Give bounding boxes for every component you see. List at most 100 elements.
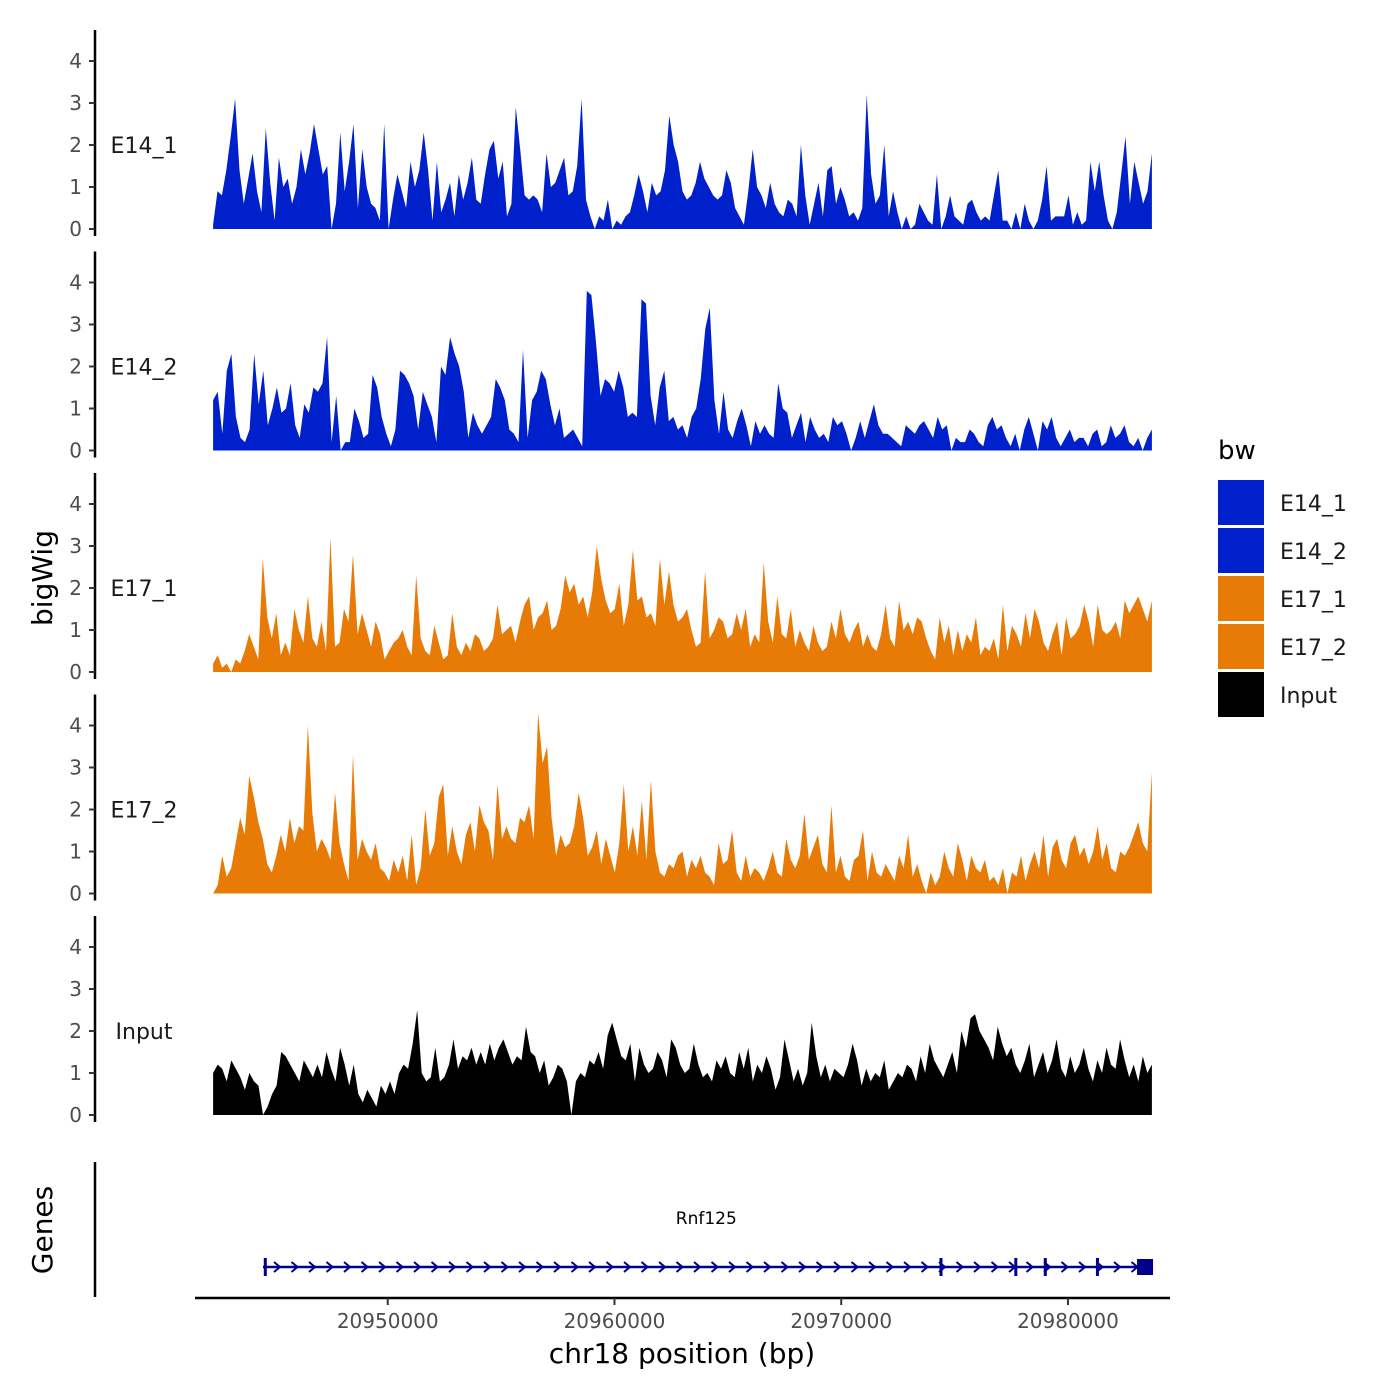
strand-arrow	[903, 1261, 912, 1273]
y-tick-label: 2	[69, 1019, 82, 1043]
legend-swatch	[1218, 624, 1264, 669]
strand-arrow	[1078, 1261, 1087, 1273]
legend: bw E14_1 E14_2 E17_1 E17_2 Input	[1218, 436, 1347, 717]
y-tick-label: 4	[69, 935, 82, 959]
genes-panel: Genes Rnf125	[26, 1162, 1154, 1297]
strand-arrow	[483, 1261, 492, 1273]
legend-swatch	[1218, 528, 1264, 573]
signal-area-e17_2	[213, 712, 1152, 894]
y-tick-label: 4	[69, 271, 82, 295]
y-tick-label: 3	[69, 756, 82, 780]
tracks: 0 1 2 3 4 E14_1 0 1 2 3 4 E14_2 0 1 2 3 4 E17_1 0 1 2 3 4 E17_2…	[69, 30, 1152, 1127]
gene-exon	[263, 1258, 267, 1276]
track-e17_1: 0 1 2 3 4 E17_1	[69, 473, 1152, 684]
y-tick-label: 1	[69, 175, 82, 199]
legend-item: E17_1	[1218, 576, 1347, 621]
strand-arrow	[675, 1261, 685, 1273]
x-tick-label: 20980000	[1017, 1309, 1119, 1333]
gene-exon	[1043, 1258, 1047, 1276]
track-e14_2: 0 1 2 3 4 E14_2	[69, 251, 1152, 463]
legend-label: E17_1	[1280, 588, 1347, 613]
strand-arrow	[518, 1261, 527, 1273]
legend-swatch	[1218, 576, 1264, 621]
strand-arrow	[868, 1261, 877, 1273]
gene-exon	[939, 1258, 943, 1276]
legend-label: E17_2	[1280, 636, 1347, 661]
genes-axis-title: Genes	[26, 1186, 59, 1274]
gene-exon	[1014, 1258, 1018, 1276]
y-tick-label: 2	[69, 798, 82, 822]
strand-arrow	[780, 1261, 790, 1273]
strand-arrow	[465, 1261, 475, 1273]
signal-area-e14_2	[213, 290, 1152, 451]
signal-area-e14_1	[213, 94, 1152, 229]
strand-arrow	[990, 1261, 1000, 1273]
track-e14_1: 0 1 2 3 4 E14_1	[69, 30, 1152, 241]
strand-arrow	[290, 1261, 300, 1273]
strand-arrow	[850, 1261, 860, 1273]
strand-arrow	[1060, 1261, 1070, 1273]
strand-arrow	[745, 1261, 755, 1273]
strand-arrow	[885, 1261, 895, 1273]
gene-exon	[1137, 1259, 1154, 1275]
signal-area-e17_1	[213, 537, 1152, 672]
strand-arrow	[815, 1261, 825, 1273]
strand-arrow	[623, 1261, 632, 1273]
strand-arrow	[1113, 1261, 1122, 1273]
strand-arrow	[553, 1261, 562, 1273]
strand-arrow	[728, 1261, 737, 1273]
y-tick-label: 3	[69, 977, 82, 1001]
y-tick-label: 3	[69, 534, 82, 558]
y-tick-label: 2	[69, 133, 82, 157]
strand-arrow	[973, 1261, 982, 1273]
y-tick-label: 2	[69, 355, 82, 379]
x-tick-label: 20960000	[564, 1309, 666, 1333]
legend-item: E14_1	[1218, 480, 1347, 525]
strand-arrow	[360, 1261, 370, 1273]
legend-items: E14_1 E14_2 E17_1 E17_2 Input	[1218, 480, 1347, 717]
strand-arrow	[710, 1261, 720, 1273]
y-tick-label: 0	[69, 882, 82, 906]
strand-arrow	[955, 1261, 965, 1273]
gene-model	[263, 1258, 1154, 1276]
y-tick-label: 0	[69, 217, 82, 241]
legend-swatch	[1218, 480, 1264, 525]
strand-arrow	[570, 1261, 580, 1273]
x-tick-label: 20970000	[790, 1309, 892, 1333]
strand-arrow	[763, 1261, 772, 1273]
track-label: E17_2	[111, 799, 178, 824]
y-tick-label: 0	[69, 660, 82, 684]
strand-arrow	[658, 1261, 667, 1273]
track-label: E14_1	[111, 134, 178, 159]
track-label: E17_1	[111, 577, 178, 602]
y-axis-title: bigWig	[26, 530, 59, 626]
strand-arrow	[535, 1261, 545, 1273]
y-tick-label: 4	[69, 714, 82, 738]
strand-arrow	[640, 1261, 650, 1273]
legend-item: E17_2	[1218, 624, 1347, 669]
gene-name-label: Rnf125	[676, 1209, 737, 1229]
legend-label: E14_1	[1280, 492, 1347, 517]
strand-arrow	[798, 1261, 807, 1273]
track-label: Input	[116, 1020, 173, 1045]
strand-arrow	[693, 1261, 702, 1273]
strand-arrow	[448, 1261, 457, 1273]
strand-arrow	[308, 1261, 317, 1273]
track-input: 0 1 2 3 4 Input	[69, 916, 1152, 1127]
strand-arrow	[430, 1261, 440, 1273]
strand-arrow	[833, 1261, 842, 1273]
y-tick-label: 1	[69, 840, 82, 864]
gene-exon	[1095, 1258, 1099, 1276]
y-tick-label: 4	[69, 49, 82, 73]
x-axis: 20950000 20960000 20970000 20980000 chr18 p…	[195, 1296, 1170, 1370]
legend-item: E14_2	[1218, 528, 1347, 573]
y-tick-label: 1	[69, 397, 82, 421]
strand-arrow	[395, 1261, 405, 1273]
strand-arrow	[588, 1261, 597, 1273]
strand-arrow	[343, 1261, 352, 1273]
strand-arrow	[920, 1261, 930, 1273]
x-tick-label: 20950000	[337, 1309, 439, 1333]
strand-arrow	[273, 1261, 282, 1273]
strand-arrow	[378, 1261, 387, 1273]
